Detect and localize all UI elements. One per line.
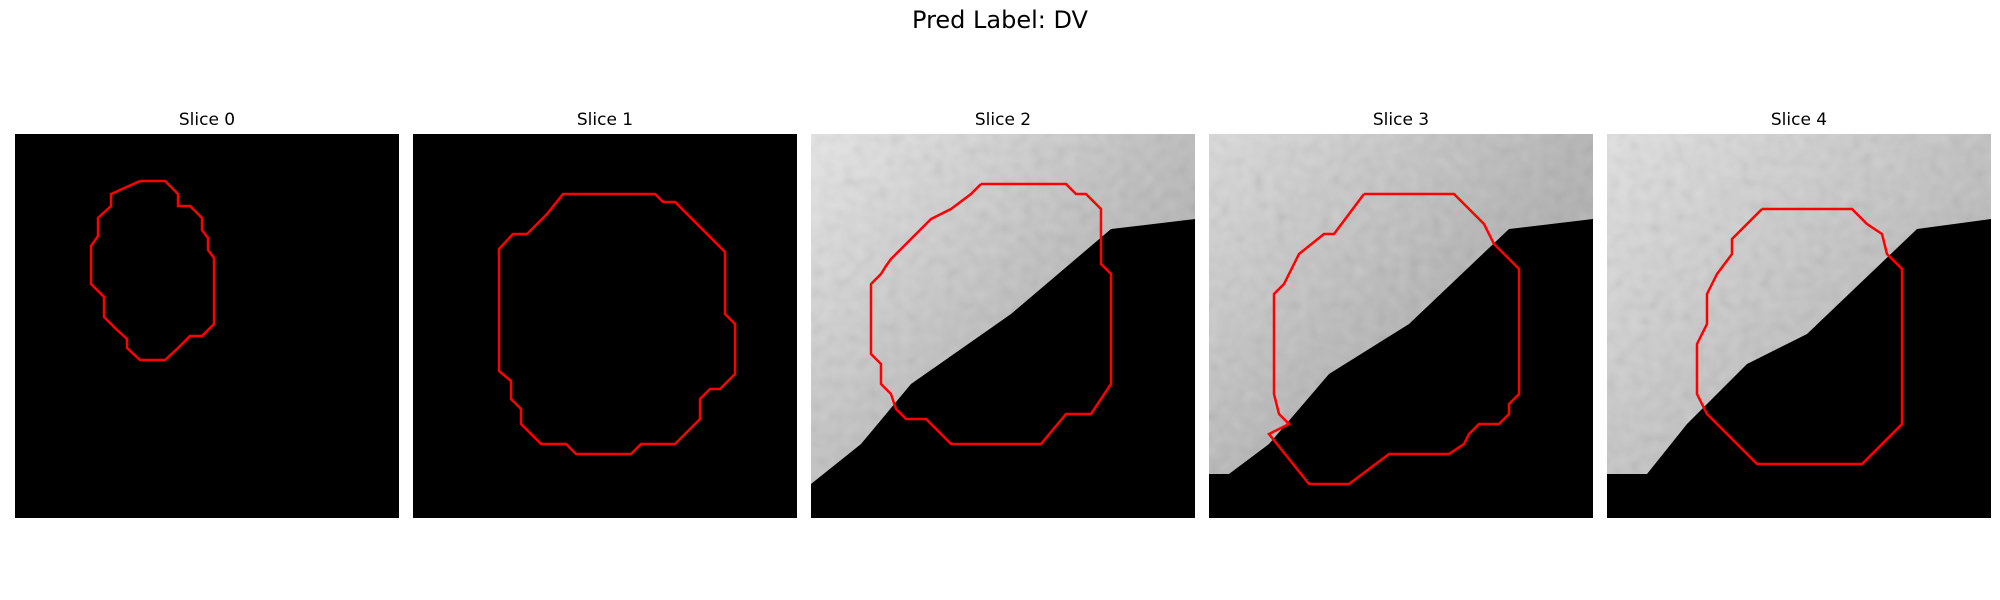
figure-title: Pred Label: DV <box>912 6 1088 34</box>
segmentation-contour <box>497 192 737 456</box>
slice-image-0 <box>15 134 399 518</box>
slice-title: Slice 1 <box>576 110 634 130</box>
slice-title: Slice 3 <box>1372 110 1430 130</box>
slice-image-4 <box>1607 134 1991 518</box>
slice-panel-2: Slice 2 <box>811 106 1195 518</box>
slice-panel-4: Slice 4 <box>1607 106 1991 518</box>
slice-panel-0: Slice 0 <box>15 106 399 518</box>
slice-panel-3: Slice 3 <box>1209 106 1593 518</box>
segmentation-contour <box>89 179 216 362</box>
slice-title: Slice 0 <box>178 110 236 130</box>
segmentation-contour <box>1267 192 1521 486</box>
slice-title: Slice 2 <box>974 110 1032 130</box>
segmentation-contour <box>869 182 1113 446</box>
slice-image-3 <box>1209 134 1593 518</box>
slice-image-2 <box>811 134 1195 518</box>
slice-title: Slice 4 <box>1770 110 1828 130</box>
slice-panel-1: Slice 1 <box>413 106 797 518</box>
segmentation-contour <box>1695 207 1904 466</box>
slice-image-1 <box>413 134 797 518</box>
